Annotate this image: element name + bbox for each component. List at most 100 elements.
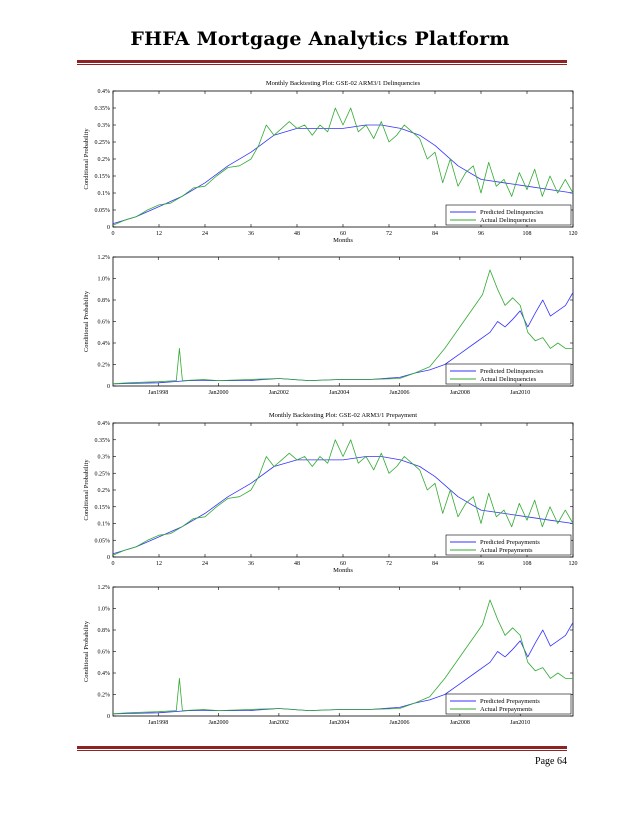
legend-box bbox=[445, 693, 572, 715]
y-tick-label: 0 bbox=[107, 714, 110, 720]
x-tick-label: 24 bbox=[202, 231, 208, 237]
legend-label: Actual Delinquencies bbox=[480, 376, 537, 383]
x-tick-label: 0 bbox=[112, 561, 115, 567]
y-tick-label: 0.3% bbox=[98, 123, 111, 129]
y-tick-label: 0.8% bbox=[98, 628, 111, 634]
x-tick-label: Jan2000 bbox=[209, 720, 229, 726]
y-tick-label: 0.2% bbox=[98, 488, 111, 494]
chart-delinquencies-by-month: Monthly Backtesting Plot: GSE-02 ARM3/1 … bbox=[83, 80, 578, 244]
y-tick-label: 0.4% bbox=[98, 421, 111, 427]
x-tick-label: 108 bbox=[523, 231, 532, 237]
y-tick-label: 0 bbox=[107, 555, 110, 561]
y-tick-label: 0.2% bbox=[98, 363, 111, 369]
y-tick-label: 1.0% bbox=[98, 607, 111, 613]
series-line-0 bbox=[112, 456, 574, 555]
y-tick-label: 0.15% bbox=[95, 505, 111, 511]
footer-rule bbox=[77, 746, 567, 749]
footer-rule-thin bbox=[77, 750, 567, 751]
y-tick-label: 0 bbox=[107, 384, 110, 390]
series-line-1 bbox=[112, 599, 573, 715]
x-tick-label: 72 bbox=[386, 231, 392, 237]
y-tick-label: 0.2% bbox=[98, 693, 111, 699]
legend-label: Actual Prepayments bbox=[480, 547, 533, 554]
y-tick-label: 0.6% bbox=[98, 650, 111, 656]
page-number: Page 64 bbox=[535, 756, 567, 767]
x-tick-label: 84 bbox=[432, 231, 438, 237]
y-tick-label: 0.2% bbox=[98, 157, 111, 163]
x-tick-label: 60 bbox=[340, 231, 346, 237]
x-tick-label: Jan2002 bbox=[269, 720, 289, 726]
x-tick-label: 0 bbox=[112, 231, 115, 237]
y-tick-label: 0.4% bbox=[98, 341, 111, 347]
x-tick-label: Jan1998 bbox=[148, 720, 168, 726]
series-line-0 bbox=[112, 292, 574, 385]
x-tick-label: 84 bbox=[432, 561, 438, 567]
header-rule bbox=[77, 60, 567, 63]
x-axis-label: Months bbox=[333, 237, 353, 244]
x-tick-label: Jan2004 bbox=[329, 720, 349, 726]
x-tick-label: 120 bbox=[569, 231, 578, 237]
y-tick-label: 0.4% bbox=[98, 671, 111, 677]
plot-area bbox=[112, 90, 574, 228]
legend-label: Predicted Prepayments bbox=[480, 539, 540, 546]
chart-delinquencies-by-date: 0 0.2% 0.4% 0.6% 0.8% 1.0% 1.2% Jan1998 Jan2000 J… bbox=[83, 255, 574, 396]
legend-box bbox=[445, 534, 572, 556]
x-tick-label: 120 bbox=[569, 561, 578, 567]
y-tick-label: 0.25% bbox=[95, 471, 111, 477]
series-line-0 bbox=[112, 622, 574, 715]
x-axis-label: Months bbox=[333, 567, 353, 574]
x-tick-label: Jan2000 bbox=[209, 390, 229, 396]
legend-label: Predicted Delinquencies bbox=[480, 209, 544, 216]
x-tick-label: 12 bbox=[156, 561, 162, 567]
y-axis-label: Conditional Probability bbox=[83, 459, 90, 521]
y-tick-label: 0.35% bbox=[95, 106, 111, 112]
y-tick-label: 0.6% bbox=[98, 320, 111, 326]
series-line-1 bbox=[112, 439, 574, 556]
x-tick-label: Jan2008 bbox=[450, 720, 470, 726]
x-tick-label: 36 bbox=[248, 561, 254, 567]
y-tick-label: 1.2% bbox=[98, 255, 111, 261]
y-tick-label: 1.2% bbox=[98, 585, 111, 591]
x-tick-label: 48 bbox=[294, 231, 300, 237]
y-tick-label: 0.8% bbox=[98, 298, 111, 304]
legend-label: Predicted Delinquencies bbox=[480, 368, 544, 375]
chart-prepayments-by-month: Monthly Backtesting Plot: GSE-02 ARM3/1 … bbox=[83, 412, 578, 574]
y-tick-label: 0.1% bbox=[98, 522, 111, 528]
series-line-1 bbox=[112, 269, 573, 385]
x-tick-label: Jan2006 bbox=[390, 390, 410, 396]
document-title: FHFA Mortgage Analytics Platform bbox=[130, 28, 510, 50]
x-tick-label: Jan2010 bbox=[510, 720, 530, 726]
x-tick-label: 12 bbox=[156, 231, 162, 237]
x-tick-label: Jan2010 bbox=[510, 390, 530, 396]
y-axis-label: Conditional Probability bbox=[83, 128, 90, 190]
legend-label: Actual Prepayments bbox=[480, 706, 533, 713]
y-tick-label: 0.4% bbox=[98, 89, 111, 95]
x-tick-label: 96 bbox=[478, 231, 484, 237]
legend-box bbox=[445, 204, 572, 226]
y-tick-label: 1.0% bbox=[98, 277, 111, 283]
x-tick-label: 48 bbox=[294, 561, 300, 567]
legend-label: Actual Delinquencies bbox=[480, 217, 537, 224]
y-tick-label: 0.05% bbox=[95, 208, 111, 214]
x-tick-label: Jan2006 bbox=[390, 720, 410, 726]
y-tick-label: 0 bbox=[107, 225, 110, 231]
y-tick-label: 0.35% bbox=[95, 438, 111, 444]
x-tick-label: Jan2008 bbox=[450, 390, 470, 396]
chart-title: Monthly Backtesting Plot: GSE-02 ARM3/1 … bbox=[266, 80, 421, 87]
header-rule-thin bbox=[77, 64, 567, 65]
y-axis-label: Conditional Probability bbox=[83, 620, 90, 682]
x-tick-label: 108 bbox=[523, 561, 532, 567]
x-tick-label: Jan1998 bbox=[148, 390, 168, 396]
chart-prepayments-by-date: 0 0.2% 0.4% 0.6% 0.8% 1.0% 1.2% Jan1998 Jan2000 J… bbox=[83, 585, 574, 726]
y-tick-label: 0.3% bbox=[98, 455, 111, 461]
x-tick-label: 96 bbox=[478, 561, 484, 567]
y-tick-label: 0.1% bbox=[98, 191, 111, 197]
x-tick-label: 72 bbox=[386, 561, 392, 567]
series-line-1 bbox=[112, 107, 574, 226]
x-tick-label: Jan2002 bbox=[269, 390, 289, 396]
x-tick-label: 24 bbox=[202, 561, 208, 567]
y-tick-label: 0.25% bbox=[95, 140, 111, 146]
series-line-0 bbox=[112, 124, 574, 224]
y-tick-label: 0.05% bbox=[95, 538, 111, 544]
legend-box bbox=[445, 363, 572, 385]
